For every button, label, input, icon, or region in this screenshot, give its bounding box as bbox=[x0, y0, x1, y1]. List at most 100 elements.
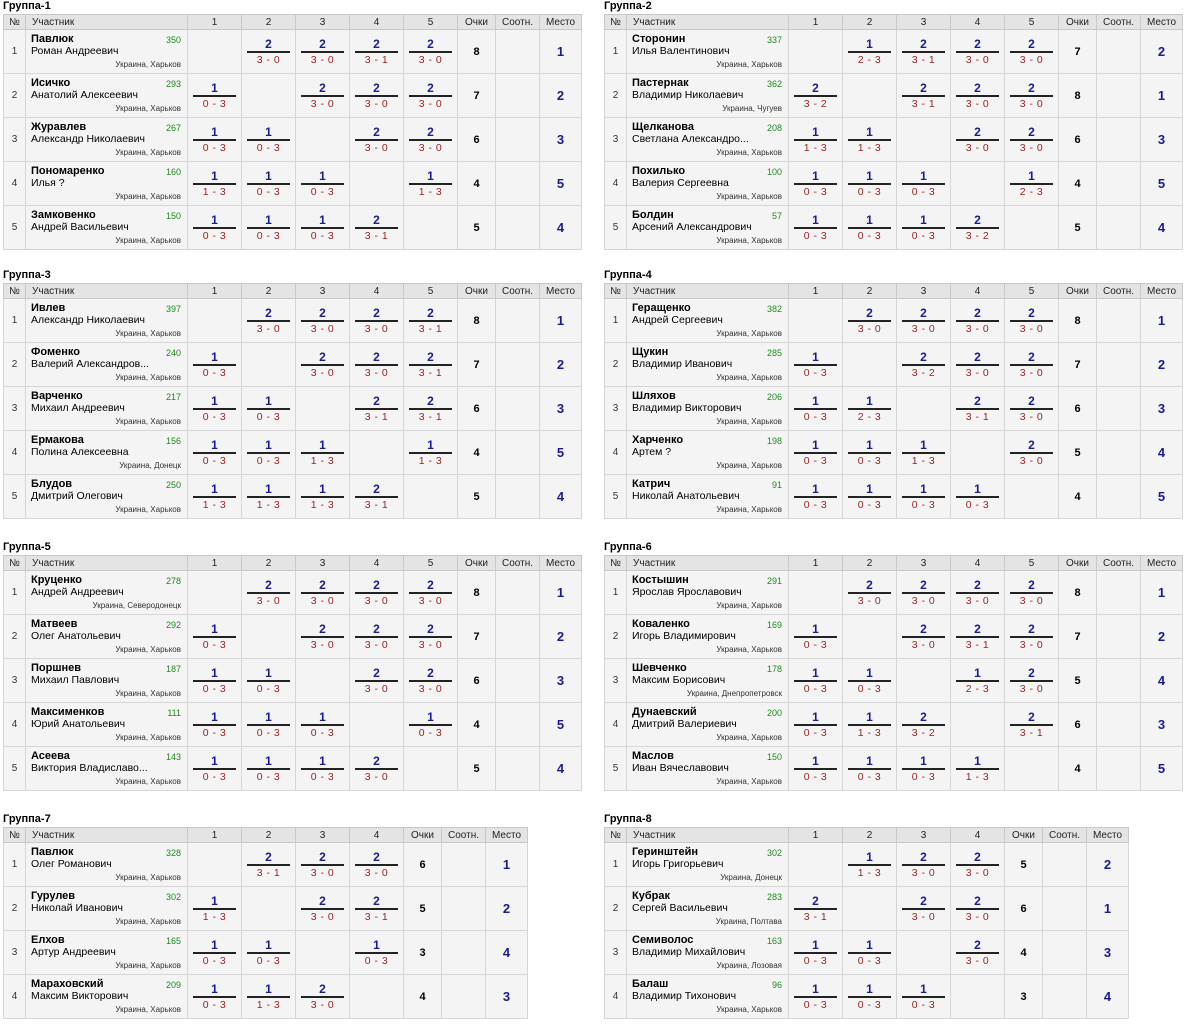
match-result-cell[interactable]: 1 2 - 3 bbox=[842, 386, 897, 431]
match-result-cell[interactable]: 1 0 - 3 bbox=[788, 658, 843, 703]
match-result-cell[interactable]: 2 3 - 1 bbox=[896, 29, 951, 74]
match-result-cell[interactable]: 2 3 - 0 bbox=[950, 29, 1005, 74]
match-result-cell[interactable]: 1 0 - 3 bbox=[187, 702, 242, 747]
player-surname[interactable]: Сторонин bbox=[632, 33, 686, 45]
participant-cell[interactable]: Журавлев 267 Александр Николаевич Украина, … bbox=[25, 117, 188, 162]
match-result-cell[interactable]: 1 0 - 3 bbox=[187, 746, 242, 791]
player-surname[interactable]: Шевченко bbox=[632, 662, 687, 674]
player-surname[interactable]: Гурулев bbox=[31, 890, 76, 902]
match-result-cell[interactable]: 1 0 - 3 bbox=[295, 161, 350, 206]
match-result-cell[interactable]: 1 1 - 3 bbox=[295, 474, 350, 519]
player-surname[interactable]: Болдин bbox=[632, 209, 674, 221]
match-result-cell[interactable]: 2 3 - 0 bbox=[950, 117, 1005, 162]
player-surname[interactable]: Елхов bbox=[31, 934, 65, 946]
match-result-cell[interactable]: 2 3 - 1 bbox=[349, 386, 404, 431]
match-result-cell[interactable]: 2 3 - 0 bbox=[295, 842, 350, 887]
match-result-cell[interactable]: 1 0 - 3 bbox=[788, 474, 843, 519]
participant-cell[interactable]: Кубрак 283 Сергей Васильевич Украина, Полта… bbox=[626, 886, 789, 931]
player-surname[interactable]: Катрич bbox=[632, 478, 671, 490]
match-result-cell[interactable]: 2 3 - 0 bbox=[1004, 614, 1059, 659]
participant-cell[interactable]: Щукин 285 Владимир Иванович Украина, Харько… bbox=[626, 342, 789, 387]
participant-cell[interactable]: Павлюк 328 Олег Романович Украина, Харьков bbox=[25, 842, 188, 887]
match-result-cell[interactable]: 2 3 - 0 bbox=[349, 658, 404, 703]
player-surname[interactable]: Фоменко bbox=[31, 346, 80, 358]
match-result-cell[interactable]: 2 3 - 0 bbox=[241, 570, 296, 615]
match-result-cell[interactable]: 1 0 - 3 bbox=[842, 658, 897, 703]
match-result-cell[interactable]: 2 3 - 0 bbox=[1004, 117, 1059, 162]
player-surname[interactable]: Щелканова bbox=[632, 121, 695, 133]
match-result-cell[interactable]: 1 1 - 3 bbox=[241, 474, 296, 519]
match-result-cell[interactable]: 1 2 - 3 bbox=[950, 658, 1005, 703]
match-result-cell[interactable]: 1 0 - 3 bbox=[187, 386, 242, 431]
match-result-cell[interactable]: 1 0 - 3 bbox=[788, 161, 843, 206]
player-surname[interactable]: Ермакова bbox=[31, 434, 84, 446]
match-result-cell[interactable]: 1 0 - 3 bbox=[241, 702, 296, 747]
participant-cell[interactable]: Геращенко 382 Андрей Сергеевич Украина, Хар… bbox=[626, 298, 789, 343]
player-surname[interactable]: Пономаренко bbox=[31, 165, 105, 177]
match-result-cell[interactable]: 2 3 - 1 bbox=[950, 614, 1005, 659]
participant-cell[interactable]: Маслов 150 Иван Вячеславович Украина, Харьк… bbox=[626, 746, 789, 791]
match-result-cell[interactable]: 1 0 - 3 bbox=[896, 474, 951, 519]
player-surname[interactable]: Исичко bbox=[31, 77, 71, 89]
match-result-cell[interactable]: 2 3 - 2 bbox=[896, 702, 951, 747]
player-surname[interactable]: Ивлев bbox=[31, 302, 66, 314]
match-result-cell[interactable]: 2 3 - 1 bbox=[349, 29, 404, 74]
participant-cell[interactable]: Елхов 165 Артур Андреевич Украина, Харьков bbox=[25, 930, 188, 975]
match-result-cell[interactable]: 1 1 - 3 bbox=[403, 161, 458, 206]
match-result-cell[interactable]: 1 0 - 3 bbox=[295, 205, 350, 250]
match-result-cell[interactable]: 1 0 - 3 bbox=[896, 974, 951, 1019]
match-result-cell[interactable]: 1 0 - 3 bbox=[788, 614, 843, 659]
match-result-cell[interactable]: 2 3 - 1 bbox=[403, 386, 458, 431]
match-result-cell[interactable]: 1 0 - 3 bbox=[241, 430, 296, 475]
match-result-cell[interactable]: 1 0 - 3 bbox=[403, 702, 458, 747]
participant-cell[interactable]: Коваленко 169 Игорь Владимирович Украина, Х… bbox=[626, 614, 789, 659]
player-surname[interactable]: Геращенко bbox=[632, 302, 691, 314]
participant-cell[interactable]: Костышин 291 Ярослав Ярославович Украина, Х… bbox=[626, 570, 789, 615]
match-result-cell[interactable]: 1 0 - 3 bbox=[788, 746, 843, 791]
match-result-cell[interactable]: 2 3 - 0 bbox=[241, 298, 296, 343]
match-result-cell[interactable]: 2 3 - 0 bbox=[1004, 570, 1059, 615]
participant-cell[interactable]: Сторонин 337 Илья Валентинович Украина, Хар… bbox=[626, 29, 789, 74]
player-surname[interactable]: Мараховский bbox=[31, 978, 104, 990]
player-surname[interactable]: Максименков bbox=[31, 706, 105, 718]
match-result-cell[interactable]: 2 3 - 1 bbox=[1004, 702, 1059, 747]
match-result-cell[interactable]: 2 3 - 1 bbox=[403, 298, 458, 343]
player-surname[interactable]: Похилько bbox=[632, 165, 686, 177]
player-surname[interactable]: Павлюк bbox=[31, 846, 74, 858]
participant-cell[interactable]: Исичко 293 Анатолий Алексеевич Украина, Хар… bbox=[25, 73, 188, 118]
match-result-cell[interactable]: 2 3 - 0 bbox=[842, 570, 897, 615]
match-result-cell[interactable]: 2 3 - 0 bbox=[950, 842, 1005, 887]
match-result-cell[interactable]: 2 3 - 0 bbox=[349, 117, 404, 162]
match-result-cell[interactable]: 1 1 - 3 bbox=[842, 117, 897, 162]
player-surname[interactable]: Семиволос bbox=[632, 934, 694, 946]
participant-cell[interactable]: Щелканова 208 Светлана Александро... Украин… bbox=[626, 117, 789, 162]
player-surname[interactable]: Круценко bbox=[31, 574, 83, 586]
match-result-cell[interactable]: 2 3 - 0 bbox=[349, 614, 404, 659]
participant-cell[interactable]: Замковенко 150 Андрей Васильевич Украина, Х… bbox=[25, 205, 188, 250]
match-result-cell[interactable]: 1 0 - 3 bbox=[187, 614, 242, 659]
participant-cell[interactable]: Павлюк 350 Роман Андреевич Украина, Харьков bbox=[25, 29, 188, 74]
player-surname[interactable]: Щукин bbox=[632, 346, 669, 358]
match-result-cell[interactable]: 2 3 - 0 bbox=[295, 29, 350, 74]
match-result-cell[interactable]: 2 3 - 0 bbox=[1004, 73, 1059, 118]
match-result-cell[interactable]: 1 0 - 3 bbox=[187, 117, 242, 162]
player-surname[interactable]: Асеева bbox=[31, 750, 70, 762]
match-result-cell[interactable]: 1 1 - 3 bbox=[896, 430, 951, 475]
player-surname[interactable]: Пастернак bbox=[632, 77, 689, 89]
match-result-cell[interactable]: 1 0 - 3 bbox=[788, 930, 843, 975]
match-result-cell[interactable]: 1 1 - 3 bbox=[842, 842, 897, 887]
participant-cell[interactable]: Ермакова 156 Полина Алексеевна Украина, Дон… bbox=[25, 430, 188, 475]
match-result-cell[interactable]: 2 3 - 0 bbox=[1004, 298, 1059, 343]
match-result-cell[interactable]: 2 3 - 0 bbox=[950, 886, 1005, 931]
player-surname[interactable]: Павлюк bbox=[31, 33, 74, 45]
player-surname[interactable]: Харченко bbox=[632, 434, 684, 446]
match-result-cell[interactable]: 2 3 - 0 bbox=[295, 614, 350, 659]
match-result-cell[interactable]: 1 0 - 3 bbox=[788, 974, 843, 1019]
match-result-cell[interactable]: 1 1 - 3 bbox=[295, 430, 350, 475]
match-result-cell[interactable]: 2 3 - 1 bbox=[349, 474, 404, 519]
player-surname[interactable]: Матвеев bbox=[31, 618, 78, 630]
participant-cell[interactable]: Гурулев 302 Николай Иванович Украина, Харьк… bbox=[25, 886, 188, 931]
match-result-cell[interactable]: 2 3 - 1 bbox=[403, 342, 458, 387]
participant-cell[interactable]: Болдин 57 Арсений Александрович Украина, Ха… bbox=[626, 205, 789, 250]
player-surname[interactable]: Шляхов bbox=[632, 390, 676, 402]
